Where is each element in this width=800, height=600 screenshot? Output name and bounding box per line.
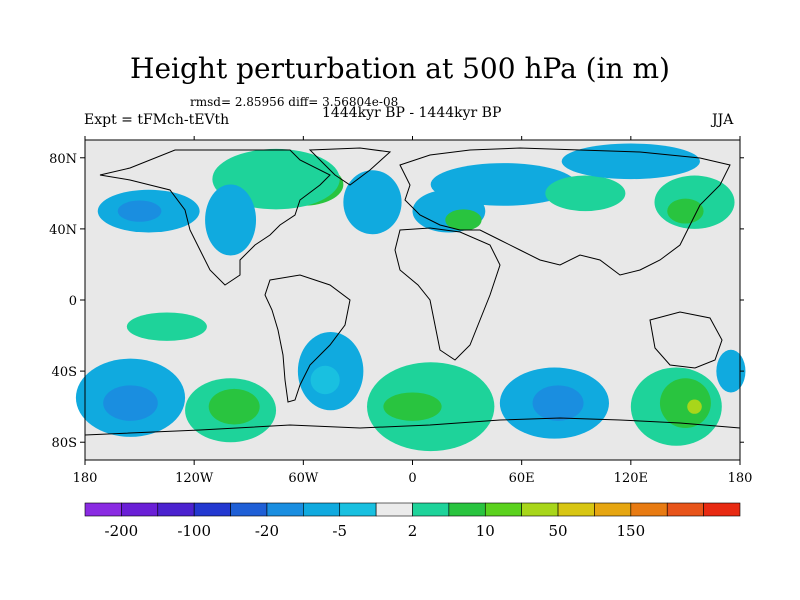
anomaly-indian-ocean-negative-core bbox=[532, 385, 584, 421]
y-tick-label: 40N bbox=[49, 223, 77, 238]
x-tick-label: 60E bbox=[509, 471, 535, 486]
x-tick-label: 120E bbox=[614, 471, 648, 486]
experiment-label: Expt = tFMch-tEVth bbox=[84, 112, 230, 128]
season-label: JJA bbox=[712, 112, 734, 128]
colorbar-swatch bbox=[484, 502, 522, 517]
colorbar-swatch bbox=[630, 502, 668, 517]
x-tick-label: 60W bbox=[288, 471, 319, 486]
coast-south-america bbox=[264, 274, 351, 403]
colorbar-label: -5 bbox=[332, 522, 347, 540]
y-tick-label: 0 bbox=[69, 294, 77, 309]
colorbar-label: 150 bbox=[617, 522, 646, 540]
x-tick-label: 180 bbox=[728, 471, 753, 486]
colorbar-swatch bbox=[303, 502, 341, 517]
colorbar: -200 -100 -20 -5 2 10 50 150 bbox=[84, 502, 741, 540]
colorbar-label: -20 bbox=[255, 522, 279, 540]
stats-text: rmsd= 2.85956 diff= 3.56804e-08 bbox=[190, 95, 399, 109]
coast-north-america bbox=[99, 149, 331, 286]
x-tick-label: 0 bbox=[408, 471, 416, 486]
colorbar-swatch bbox=[666, 502, 704, 517]
colorbar-label: -100 bbox=[177, 522, 211, 540]
colorbar-label: 50 bbox=[549, 522, 568, 540]
colorbar-label: 2 bbox=[408, 522, 418, 540]
colorbar-label: -200 bbox=[105, 522, 139, 540]
coastlines bbox=[84, 147, 741, 436]
anomaly-siberia-positive bbox=[545, 175, 626, 212]
y-tick-label: 80N bbox=[49, 152, 77, 167]
anomaly-south-atlantic-positive-core bbox=[383, 392, 442, 421]
colorbar-swatch bbox=[157, 502, 195, 517]
coast-africa bbox=[394, 227, 501, 361]
colorbar-swatch bbox=[339, 502, 377, 517]
coast-australia bbox=[649, 311, 723, 369]
anomaly-north-pacific-negative-core bbox=[117, 200, 162, 222]
x-tick-label: 180 bbox=[73, 471, 98, 486]
colorbar-swatch bbox=[448, 502, 486, 517]
colorbar-swatch bbox=[703, 502, 741, 517]
anomaly-south-america-negative-core bbox=[310, 365, 340, 395]
anomaly-australia-positive-peak bbox=[687, 399, 702, 414]
period-label: 1444kyr BP - 1444kyr BP bbox=[322, 105, 502, 121]
axes: 180 120W 60W 0 60E 120E 180 80N 40N 0 40S 80S bbox=[49, 136, 752, 486]
colorbar-label: 10 bbox=[476, 522, 495, 540]
colorbar-swatch bbox=[84, 502, 122, 517]
colorbar-swatch bbox=[121, 502, 159, 517]
anomaly-southeast-pacific-negative bbox=[716, 349, 746, 393]
anomaly-mediterranean-positive bbox=[445, 209, 482, 231]
coast-antarctica bbox=[84, 417, 741, 436]
x-tick-label: 120W bbox=[175, 471, 214, 486]
colorbar-swatch bbox=[412, 502, 450, 517]
anomaly-south-pacific-negative-core bbox=[103, 385, 158, 421]
colorbar-swatch bbox=[557, 502, 595, 517]
anomaly-australia-positive-core bbox=[659, 378, 711, 428]
colorbar-swatch bbox=[521, 502, 559, 517]
anomaly-north-atlantic-negative bbox=[343, 170, 402, 235]
colorbar-swatch bbox=[193, 502, 231, 517]
anomaly-south-pacific-positive-core bbox=[208, 388, 260, 425]
colorbar-swatch bbox=[230, 502, 268, 517]
coast-greenland bbox=[308, 147, 392, 186]
anomaly-north-pacific-east-core bbox=[667, 198, 704, 224]
y-tick-label: 40S bbox=[52, 365, 77, 380]
colorbar-swatch bbox=[375, 502, 413, 517]
colorbar-swatch bbox=[266, 502, 304, 517]
anomaly-east-asia-negative bbox=[561, 143, 700, 180]
anomaly-north-america-negative bbox=[205, 184, 257, 256]
chart-title: Height perturbation at 500 hPa (in m) bbox=[130, 52, 670, 85]
colorbar-swatch bbox=[594, 502, 632, 517]
y-tick-label: 80S bbox=[52, 436, 77, 451]
coast-eurasia bbox=[399, 147, 731, 276]
anomaly-tropical-pacific-positive bbox=[126, 312, 207, 341]
map-area bbox=[75, 140, 746, 460]
